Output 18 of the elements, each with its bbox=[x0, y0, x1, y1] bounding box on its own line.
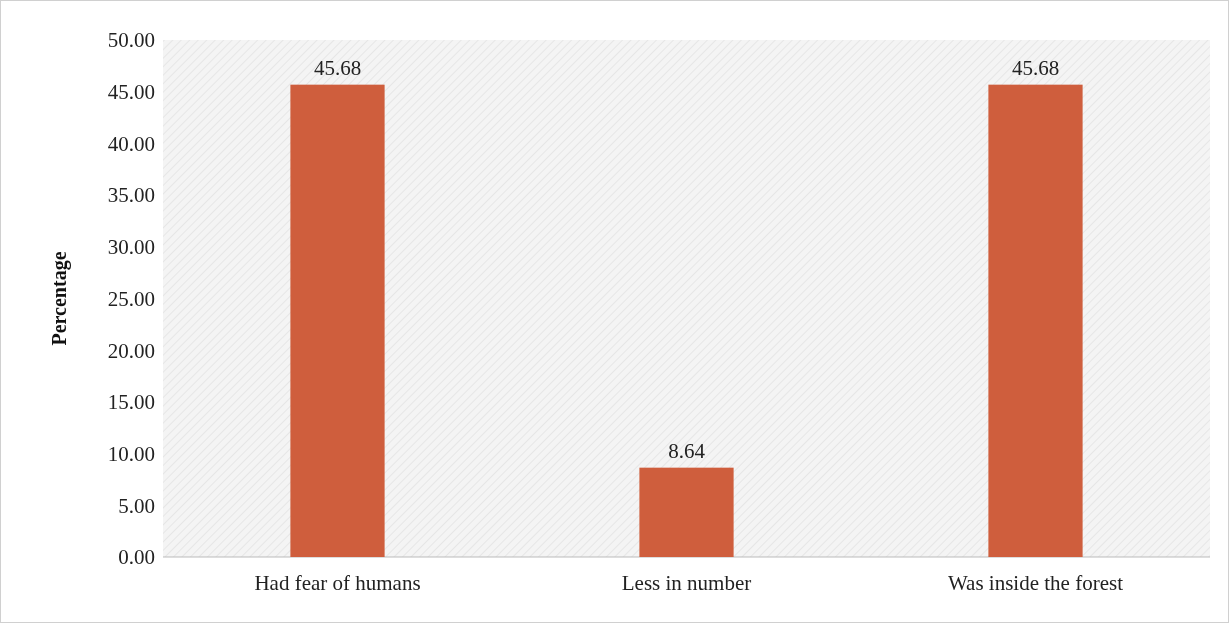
data-label: 8.64 bbox=[668, 438, 706, 463]
y-axis-title: Percentage bbox=[48, 251, 71, 346]
y-tick-label: 30.00 bbox=[107, 235, 155, 260]
data-label: 45.68 bbox=[1011, 55, 1060, 80]
x-tick-label: Was inside the forest bbox=[947, 571, 1124, 595]
data-label: 45.68 bbox=[313, 55, 362, 80]
y-tick-label: 20.00 bbox=[107, 338, 155, 363]
y-tick-label: 50.00 bbox=[107, 28, 155, 53]
y-tick-label: 40.00 bbox=[107, 131, 155, 156]
y-tick-label: 0.00 bbox=[118, 545, 155, 570]
x-tick-label: Less in number bbox=[621, 571, 752, 595]
y-tick-label: 25.00 bbox=[107, 286, 155, 311]
y-tick-label: 15.00 bbox=[107, 390, 155, 415]
y-tick-label: 45.00 bbox=[107, 80, 155, 105]
y-tick-label: 5.00 bbox=[118, 493, 155, 518]
y-tick-label: 10.00 bbox=[107, 441, 155, 466]
y-tick-label: 35.00 bbox=[107, 183, 155, 208]
x-tick-label: Had fear of humans bbox=[254, 571, 421, 595]
